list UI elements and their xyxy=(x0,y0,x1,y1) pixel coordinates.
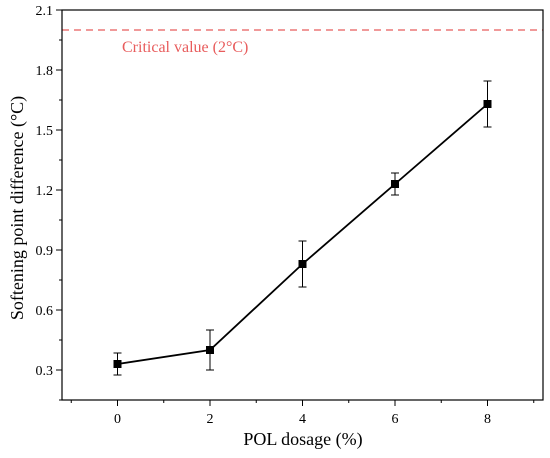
y-tick-label: 2.1 xyxy=(36,4,54,19)
data-point xyxy=(298,260,307,268)
data-point xyxy=(113,360,122,368)
data-point xyxy=(391,180,399,188)
data-point xyxy=(206,346,214,354)
y-tick-label: 0.9 xyxy=(36,244,54,259)
reference-line-label: Critical value (2°C) xyxy=(122,39,248,56)
x-axis-label: POL dosage (%) xyxy=(243,429,362,450)
x-tick-label: 4 xyxy=(299,412,306,427)
y-tick-label: 0.6 xyxy=(36,304,54,319)
y-axis-label: Softening point difference (°C) xyxy=(7,96,28,320)
series-line xyxy=(117,103,489,365)
plot-frame xyxy=(61,9,544,401)
y-tick-label: 1.5 xyxy=(36,124,54,139)
x-tick-label: 2 xyxy=(207,412,214,427)
y-tick-label: 1.2 xyxy=(36,184,54,199)
y-tick-label: 0.3 xyxy=(36,364,54,379)
x-tick-label: 8 xyxy=(484,412,491,427)
data-point xyxy=(483,100,492,108)
x-tick-label: 0 xyxy=(114,412,121,427)
x-tick-label: 6 xyxy=(392,412,399,427)
y-tick-label: 1.8 xyxy=(36,64,54,79)
